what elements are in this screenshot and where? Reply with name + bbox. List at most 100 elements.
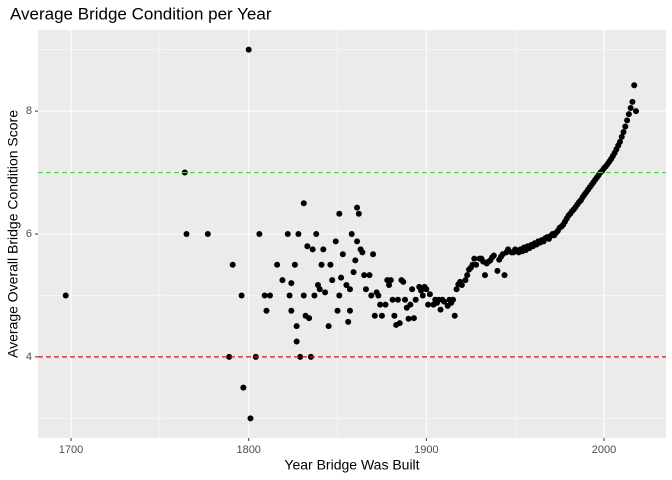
point bbox=[624, 117, 631, 124]
point bbox=[377, 301, 384, 308]
point bbox=[309, 246, 316, 253]
point bbox=[338, 274, 345, 281]
point bbox=[350, 269, 357, 276]
point bbox=[627, 105, 634, 112]
point bbox=[274, 261, 281, 268]
point bbox=[405, 315, 412, 322]
point bbox=[288, 307, 295, 314]
point bbox=[346, 286, 353, 293]
point bbox=[378, 312, 385, 319]
point bbox=[295, 231, 302, 237]
point bbox=[412, 296, 419, 303]
point bbox=[453, 286, 460, 293]
point bbox=[345, 318, 352, 325]
point bbox=[437, 306, 444, 313]
point bbox=[240, 384, 247, 391]
point bbox=[426, 291, 433, 298]
x-tick-label: 1900 bbox=[414, 444, 438, 456]
point bbox=[346, 307, 353, 314]
point bbox=[494, 267, 501, 274]
point bbox=[300, 292, 307, 299]
point bbox=[625, 111, 632, 118]
y-tick-label: 6 bbox=[26, 228, 32, 240]
point bbox=[490, 252, 497, 259]
point bbox=[288, 280, 295, 287]
point bbox=[322, 289, 329, 296]
point bbox=[618, 133, 625, 140]
point bbox=[464, 272, 471, 279]
x-axis-label: Year Bridge Was Built bbox=[284, 457, 419, 473]
point bbox=[327, 261, 334, 268]
point bbox=[238, 292, 245, 299]
point bbox=[263, 307, 270, 314]
point bbox=[409, 286, 416, 293]
x-tick-label: 1800 bbox=[236, 444, 260, 456]
point bbox=[361, 272, 368, 279]
point bbox=[343, 282, 350, 288]
y-tick-label: 8 bbox=[26, 105, 32, 117]
point bbox=[226, 353, 233, 360]
point bbox=[362, 286, 369, 293]
point bbox=[366, 272, 373, 279]
point bbox=[368, 292, 375, 299]
point bbox=[371, 312, 378, 319]
point bbox=[286, 292, 293, 299]
point bbox=[247, 415, 254, 422]
point bbox=[631, 82, 638, 89]
point bbox=[458, 282, 465, 288]
point bbox=[306, 315, 313, 322]
point bbox=[389, 296, 396, 303]
point bbox=[229, 261, 236, 268]
point bbox=[293, 338, 300, 345]
point bbox=[616, 138, 623, 145]
point bbox=[291, 261, 298, 268]
point bbox=[336, 210, 343, 217]
point bbox=[245, 46, 252, 53]
chart-title: Average Bridge Condition per Year bbox=[10, 4, 272, 23]
point bbox=[355, 210, 362, 217]
point bbox=[382, 301, 389, 308]
point bbox=[370, 251, 377, 258]
point bbox=[62, 292, 69, 299]
point bbox=[394, 296, 401, 303]
point bbox=[339, 251, 346, 258]
point bbox=[316, 286, 323, 293]
point bbox=[304, 243, 311, 250]
point bbox=[256, 231, 263, 237]
x-tick-label: 2000 bbox=[592, 444, 616, 456]
point bbox=[629, 98, 636, 105]
point bbox=[261, 292, 268, 299]
point bbox=[419, 292, 426, 299]
point bbox=[481, 272, 488, 279]
point bbox=[632, 108, 639, 115]
point bbox=[329, 277, 336, 284]
point bbox=[620, 129, 627, 135]
point bbox=[311, 292, 318, 299]
point bbox=[284, 231, 291, 237]
point bbox=[402, 296, 409, 303]
point bbox=[400, 278, 407, 285]
point bbox=[451, 312, 458, 319]
point bbox=[375, 292, 382, 299]
point bbox=[387, 277, 394, 284]
point bbox=[313, 231, 320, 237]
point bbox=[391, 312, 398, 319]
point bbox=[449, 296, 456, 303]
y-tick-label: 4 bbox=[26, 351, 32, 363]
point bbox=[410, 315, 417, 322]
point bbox=[352, 257, 359, 264]
point bbox=[297, 353, 304, 360]
y-axis-label: Average Overall Bridge Condition Score bbox=[5, 110, 21, 358]
point bbox=[396, 320, 403, 327]
point bbox=[279, 277, 286, 284]
point bbox=[320, 246, 327, 253]
point bbox=[407, 301, 414, 308]
point bbox=[354, 204, 361, 211]
point bbox=[267, 292, 274, 299]
point bbox=[325, 323, 332, 330]
x-tick-label: 1700 bbox=[59, 444, 83, 456]
point bbox=[425, 301, 432, 308]
point bbox=[336, 292, 343, 299]
point bbox=[348, 231, 355, 237]
